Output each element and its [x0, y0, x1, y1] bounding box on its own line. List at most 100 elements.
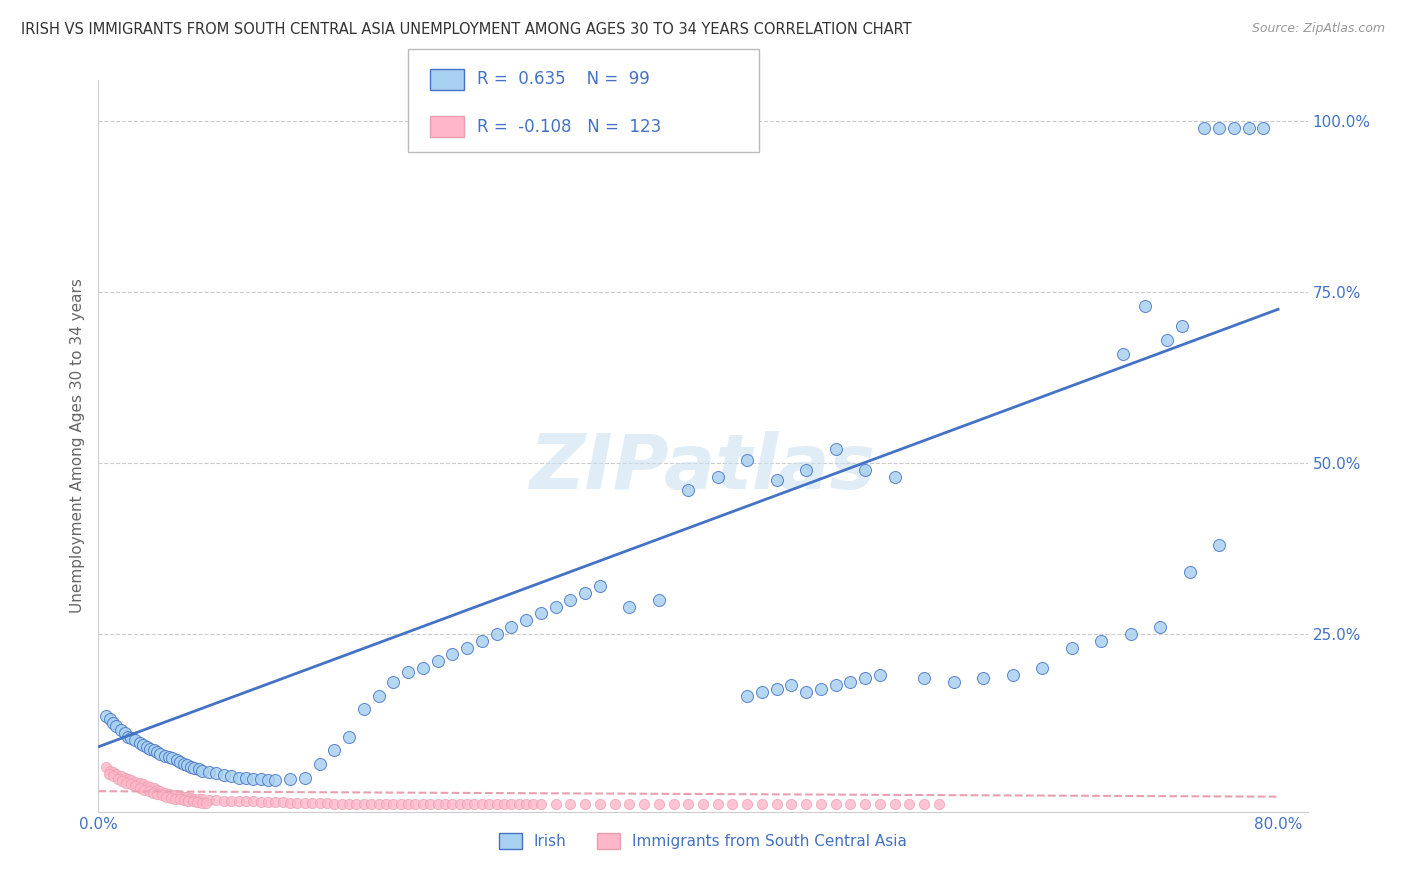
- Point: [190, 796, 212, 810]
- Point: [183, 761, 205, 775]
- Text: R =  -0.108   N =  123: R = -0.108 N = 123: [477, 118, 661, 136]
- Point: [131, 777, 153, 791]
- Point: [323, 743, 346, 757]
- Point: [360, 797, 382, 811]
- Point: [972, 672, 994, 686]
- Point: [928, 797, 950, 812]
- Point: [186, 795, 208, 809]
- Point: [128, 780, 150, 795]
- Point: [751, 685, 773, 699]
- Point: [181, 795, 204, 809]
- Point: [449, 797, 471, 812]
- Text: Source: ZipAtlas.com: Source: ZipAtlas.com: [1251, 22, 1385, 36]
- Point: [114, 726, 136, 740]
- Point: [337, 797, 360, 811]
- Point: [187, 791, 209, 805]
- Point: [1149, 620, 1171, 634]
- Point: [157, 787, 180, 801]
- Point: [1001, 668, 1024, 682]
- Point: [869, 668, 891, 682]
- Point: [205, 766, 228, 780]
- Point: [120, 777, 142, 791]
- Point: [522, 797, 544, 812]
- Point: [367, 689, 389, 703]
- Point: [883, 469, 905, 483]
- Point: [1031, 661, 1053, 675]
- Point: [471, 797, 494, 812]
- Point: [177, 794, 200, 808]
- Point: [120, 731, 142, 745]
- Point: [166, 754, 188, 768]
- Point: [187, 762, 209, 776]
- Point: [183, 791, 205, 805]
- Point: [412, 797, 434, 811]
- Point: [165, 791, 187, 805]
- Point: [404, 797, 426, 811]
- Point: [128, 736, 150, 750]
- Point: [228, 795, 250, 809]
- Point: [810, 797, 832, 812]
- Point: [173, 756, 195, 771]
- Point: [235, 795, 257, 809]
- Point: [94, 709, 117, 723]
- Point: [619, 599, 641, 614]
- Point: [824, 678, 846, 692]
- Point: [648, 592, 671, 607]
- Point: [1237, 121, 1260, 136]
- Point: [117, 772, 139, 786]
- Point: [149, 747, 172, 761]
- Point: [180, 791, 202, 805]
- Point: [419, 797, 441, 811]
- Point: [824, 442, 846, 457]
- Point: [485, 797, 508, 812]
- Point: [678, 797, 700, 812]
- Point: [1156, 333, 1178, 347]
- Point: [412, 661, 434, 675]
- Point: [153, 748, 176, 763]
- Point: [735, 689, 758, 703]
- Point: [195, 796, 218, 810]
- Point: [735, 797, 758, 812]
- Point: [136, 739, 159, 754]
- Point: [794, 463, 817, 477]
- Point: [1119, 627, 1142, 641]
- Text: IRISH VS IMMIGRANTS FROM SOUTH CENTRAL ASIA UNEMPLOYMENT AMONG AGES 30 TO 34 YEA: IRISH VS IMMIGRANTS FROM SOUTH CENTRAL A…: [21, 22, 911, 37]
- Point: [692, 797, 714, 812]
- Point: [839, 674, 862, 689]
- Point: [492, 797, 515, 812]
- Point: [176, 758, 198, 772]
- Point: [155, 789, 177, 804]
- Point: [501, 797, 523, 812]
- Point: [169, 792, 191, 806]
- Point: [1060, 640, 1083, 655]
- Point: [149, 784, 172, 798]
- Point: [1194, 121, 1216, 136]
- Point: [124, 774, 146, 789]
- Point: [294, 796, 316, 810]
- Text: ZIPatlas: ZIPatlas: [530, 431, 876, 505]
- Point: [515, 797, 537, 812]
- Point: [257, 795, 280, 809]
- Point: [124, 733, 146, 747]
- Point: [501, 620, 523, 634]
- Point: [721, 797, 744, 812]
- Point: [751, 797, 773, 812]
- Point: [160, 751, 183, 765]
- Point: [780, 678, 803, 692]
- Point: [180, 759, 202, 773]
- Point: [426, 797, 449, 812]
- Point: [898, 797, 921, 812]
- Point: [735, 452, 758, 467]
- Point: [110, 723, 132, 737]
- Point: [648, 797, 671, 812]
- Point: [633, 797, 655, 812]
- Point: [157, 750, 180, 764]
- Point: [396, 797, 419, 811]
- Point: [853, 463, 876, 477]
- Point: [869, 797, 891, 812]
- Point: [107, 772, 129, 786]
- Point: [166, 789, 188, 803]
- Point: [316, 796, 339, 810]
- Point: [271, 795, 294, 809]
- Point: [662, 797, 685, 812]
